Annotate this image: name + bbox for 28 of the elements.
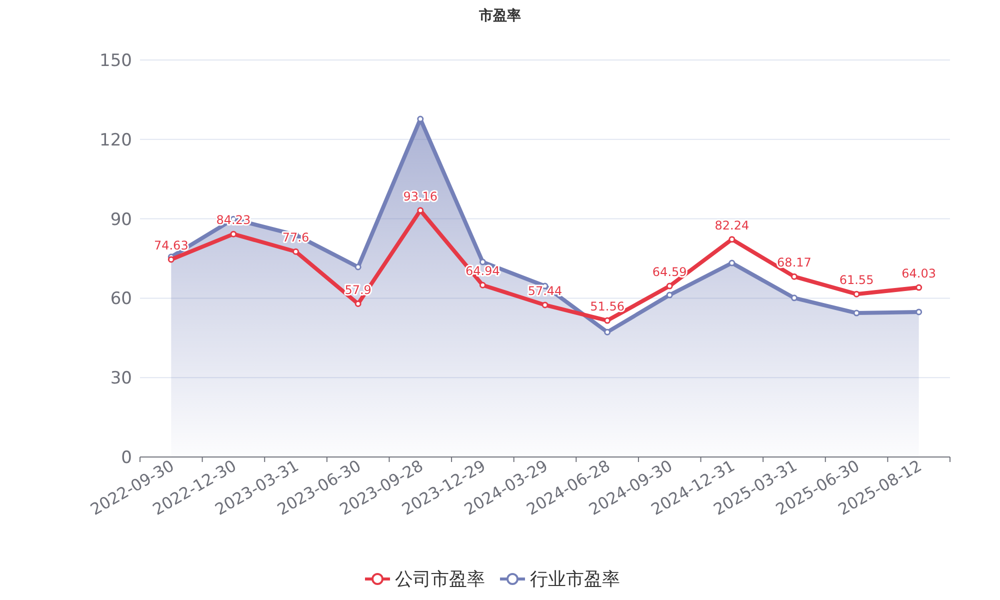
y-tick-label: 150: [100, 51, 132, 71]
point: [790, 273, 798, 280]
y-tick-label: 120: [100, 130, 132, 150]
y-tick-label: 90: [110, 210, 132, 230]
point: [230, 230, 237, 238]
point: [479, 258, 486, 266]
point: [604, 328, 611, 336]
point: [666, 292, 673, 298]
point: [666, 282, 673, 290]
y-tick-label: 30: [110, 368, 132, 389]
point: [790, 294, 798, 302]
point: [354, 300, 362, 308]
legend-label: 公司市盈率: [395, 569, 485, 590]
point: [853, 290, 860, 298]
point: [479, 282, 486, 288]
point: [728, 236, 736, 243]
point: [292, 248, 300, 255]
point: [916, 308, 922, 316]
point: [168, 256, 174, 263]
point: [354, 264, 362, 270]
point: [542, 302, 548, 308]
point: [604, 317, 611, 324]
point: [728, 260, 736, 266]
point: [853, 310, 860, 316]
legend-label: 行业市盈率: [530, 569, 620, 590]
y-tick-label: 60: [110, 289, 132, 310]
point: [916, 284, 922, 291]
chart-title: 市盈率: [478, 7, 521, 24]
